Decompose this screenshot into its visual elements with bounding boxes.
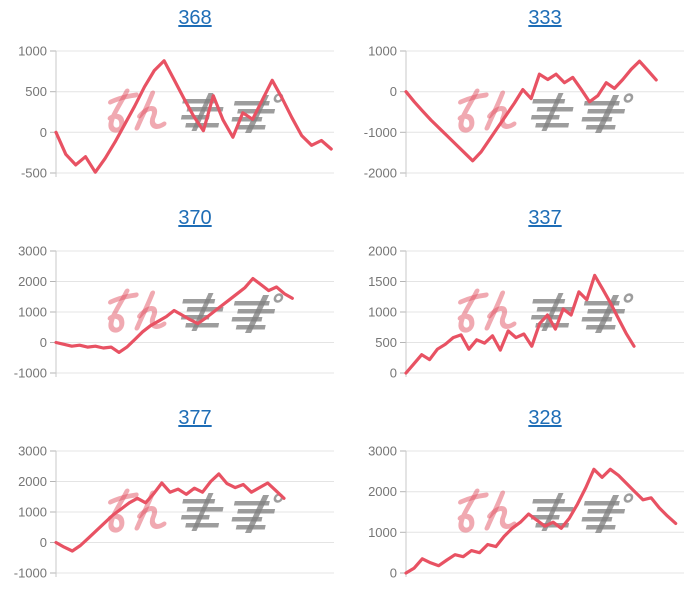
chart-axes: 3000 2000 1000 0 — [368, 444, 684, 581]
y-tick-label: 0 — [40, 125, 47, 140]
chart-axes: 1000 0 -1000 -2000 — [364, 44, 684, 181]
y-tick-label: 500 — [25, 84, 47, 99]
y-tick-label: 1000 — [18, 305, 47, 320]
y-tick-label: 0 — [40, 535, 47, 550]
y-tick-label: 2000 — [368, 244, 397, 259]
y-tick-label: 0 — [390, 84, 397, 99]
chart-title-row: 333 — [406, 7, 684, 30]
y-tick-label: -1000 — [14, 366, 47, 381]
chart-title-link[interactable]: 337 — [528, 207, 562, 229]
y-tick-label: 0 — [390, 566, 397, 581]
y-tick-label: 0 — [390, 366, 397, 381]
y-tick-label: 3000 — [368, 444, 397, 459]
chart-axes: 2000 1500 1000 500 0 — [368, 244, 684, 381]
chart-title-row: 328 — [406, 407, 684, 430]
chart-axes: 3000 2000 1000 0 -1000 — [14, 444, 334, 581]
chart-card-333: 333 1000 0 -1000 -2000 — [350, 0, 700, 200]
y-tick-label: 1000 — [368, 305, 397, 320]
chart-title-link[interactable]: 328 — [528, 407, 562, 429]
chart-title-row: 370 — [56, 207, 334, 230]
y-tick-label: 2000 — [18, 274, 47, 289]
chart-title-row: 368 — [56, 7, 334, 30]
y-tick-label: 1500 — [368, 274, 397, 289]
y-tick-label: 500 — [375, 335, 397, 350]
y-tick-label: -1000 — [364, 125, 397, 140]
y-tick-label: 1000 — [368, 525, 397, 540]
y-tick-label: 2000 — [368, 484, 397, 499]
chart-title-row: 377 — [56, 407, 334, 430]
y-tick-label: 1000 — [368, 44, 397, 59]
y-tick-label: 3000 — [18, 444, 47, 459]
chart-title-link[interactable]: 377 — [178, 407, 212, 429]
chart-title-row: 337 — [406, 207, 684, 230]
chart-axes: 3000 2000 1000 0 -1000 — [14, 244, 334, 381]
chart-card-377: 377 3000 2000 1000 0 -1000 — [0, 400, 350, 600]
chart-card-368: 368 1000 500 0 -500 — [0, 0, 350, 200]
chart-card-337: 337 2000 1500 1000 500 0 — [350, 200, 700, 400]
y-tick-label: 3000 — [18, 244, 47, 259]
chart-title-link[interactable]: 333 — [528, 7, 562, 29]
y-tick-label: -500 — [21, 166, 47, 181]
y-tick-label: 1000 — [18, 44, 47, 59]
y-tick-label: 2000 — [18, 474, 47, 489]
y-tick-label: 0 — [40, 335, 47, 350]
y-tick-label: -2000 — [364, 166, 397, 181]
chart-card-370: 370 3000 2000 1000 0 -1000 — [0, 200, 350, 400]
chart-title-link[interactable]: 368 — [178, 7, 212, 29]
y-tick-label: 1000 — [18, 505, 47, 520]
chart-title-link[interactable]: 370 — [178, 207, 212, 229]
chart-card-328: 328 3000 2000 1000 0 — [350, 400, 700, 600]
y-tick-label: -1000 — [14, 566, 47, 581]
chart-axes: 1000 500 0 -500 — [18, 44, 334, 181]
